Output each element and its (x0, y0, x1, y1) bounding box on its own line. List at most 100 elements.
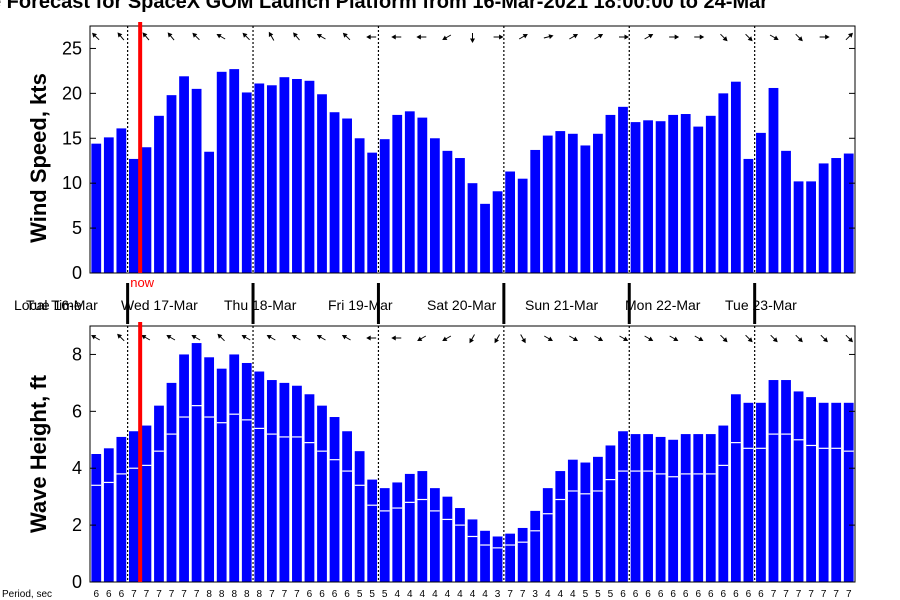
wave-bar (442, 496, 453, 582)
wind-bar (367, 152, 378, 273)
wave-bar (668, 439, 679, 582)
wave-tick-label: 8 (72, 344, 82, 364)
wave-direction-arrow (191, 335, 201, 341)
period-value: 7 (131, 589, 137, 600)
wave-bar (329, 417, 340, 582)
period-value: 6 (658, 589, 664, 600)
wind-bar (254, 83, 265, 273)
wave-direction-arrow (442, 335, 452, 341)
period-value: 4 (445, 589, 451, 600)
wave-height-bars (91, 343, 854, 582)
wind-plot-frame (89, 25, 856, 274)
wind-direction-arrow (416, 34, 427, 40)
wave-tick-label: 6 (72, 401, 82, 421)
day-label-tue-16: Tue 16-Mar (26, 297, 98, 313)
period-value: 6 (106, 589, 112, 600)
day-band-separators (126, 283, 757, 324)
wind-bar (129, 158, 139, 273)
wind-direction-arrow (694, 34, 705, 40)
wind-bar (166, 95, 177, 273)
wind-bar (555, 131, 566, 273)
wind-bar (342, 118, 352, 273)
wind-y-axis-label: Wind Speed, kts (26, 73, 51, 243)
wind-direction-arrow (342, 32, 351, 41)
wind-bar (204, 151, 215, 273)
wave-bar (367, 479, 378, 582)
wind-bar (818, 163, 829, 273)
period-value: 7 (282, 589, 288, 600)
wave-bar (266, 380, 277, 582)
wave-bar (593, 456, 603, 582)
wave-direction-arrow (241, 335, 251, 341)
wind-bar (693, 126, 704, 273)
wave-bar (279, 382, 290, 582)
day-label-fri-19: Fri 19-Mar (328, 297, 393, 313)
wave-bar (480, 530, 490, 582)
period-value: 6 (721, 589, 727, 600)
period-value: 5 (608, 589, 614, 600)
wind-direction-arrow (268, 31, 275, 41)
wave-direction-arrow (644, 335, 654, 341)
wave-bar (655, 436, 666, 582)
wave-bar (179, 354, 189, 582)
wave-bar (555, 471, 566, 582)
wave-bar (680, 434, 691, 582)
wave-bar (103, 448, 114, 582)
period-value: 6 (307, 589, 313, 600)
wave-bar (467, 519, 478, 582)
wind-bar (266, 85, 277, 273)
wind-bar (730, 81, 741, 273)
wave-direction-arrow (820, 334, 828, 343)
wind-direction-arrow (242, 32, 250, 41)
wind-direction-arrows (92, 31, 853, 43)
wind-bar (191, 88, 202, 273)
wave-direction-arrow (366, 335, 377, 341)
wave-bar (429, 488, 440, 582)
wave-bar (204, 357, 215, 582)
period-value: 4 (407, 589, 413, 600)
wave-direction-arrow (569, 335, 579, 341)
period-value: 7 (169, 589, 175, 600)
period-value: 6 (319, 589, 325, 600)
wind-direction-arrow (316, 34, 326, 40)
wind-bar (580, 145, 591, 273)
wave-direction-arrow (417, 335, 427, 341)
period-value: 7 (156, 589, 162, 600)
wave-direction-arrow (544, 335, 553, 341)
period-value: 8 (206, 589, 212, 600)
wave-bar (542, 488, 553, 582)
wind-bar (329, 112, 340, 273)
period-value: 6 (633, 589, 639, 600)
wind-bar (229, 69, 240, 273)
period-value: 7 (520, 589, 526, 600)
wave-bar (730, 394, 741, 582)
wind-bar (743, 158, 754, 273)
wind-bar (429, 138, 440, 273)
period-value: 6 (758, 589, 764, 600)
wind-direction-arrow (795, 33, 803, 42)
period-value: 6 (344, 589, 350, 600)
wind-direction-arrow (644, 34, 654, 40)
wave-bar (580, 462, 591, 582)
wind-bar (292, 78, 302, 273)
wind-bar (843, 153, 854, 273)
wave-direction-arrow (745, 334, 753, 343)
wave-height-panel: 0 2 4 6 8 Wave Height, ft (26, 322, 856, 592)
wind-bar (593, 133, 603, 273)
wind-bar (505, 171, 516, 273)
wind-bar (442, 150, 453, 273)
wave-bar (254, 371, 265, 582)
period-value: 5 (357, 589, 363, 600)
wave-bar (756, 402, 766, 582)
wave-bar (417, 471, 428, 582)
period-value: 7 (269, 589, 275, 600)
wind-bar (768, 87, 779, 273)
wind-bar (304, 80, 315, 273)
wave-bar (91, 454, 102, 582)
wave-bar (843, 402, 854, 582)
wind-direction-arrow (470, 33, 475, 43)
wave-bar (781, 380, 791, 582)
wind-bar (517, 178, 528, 273)
